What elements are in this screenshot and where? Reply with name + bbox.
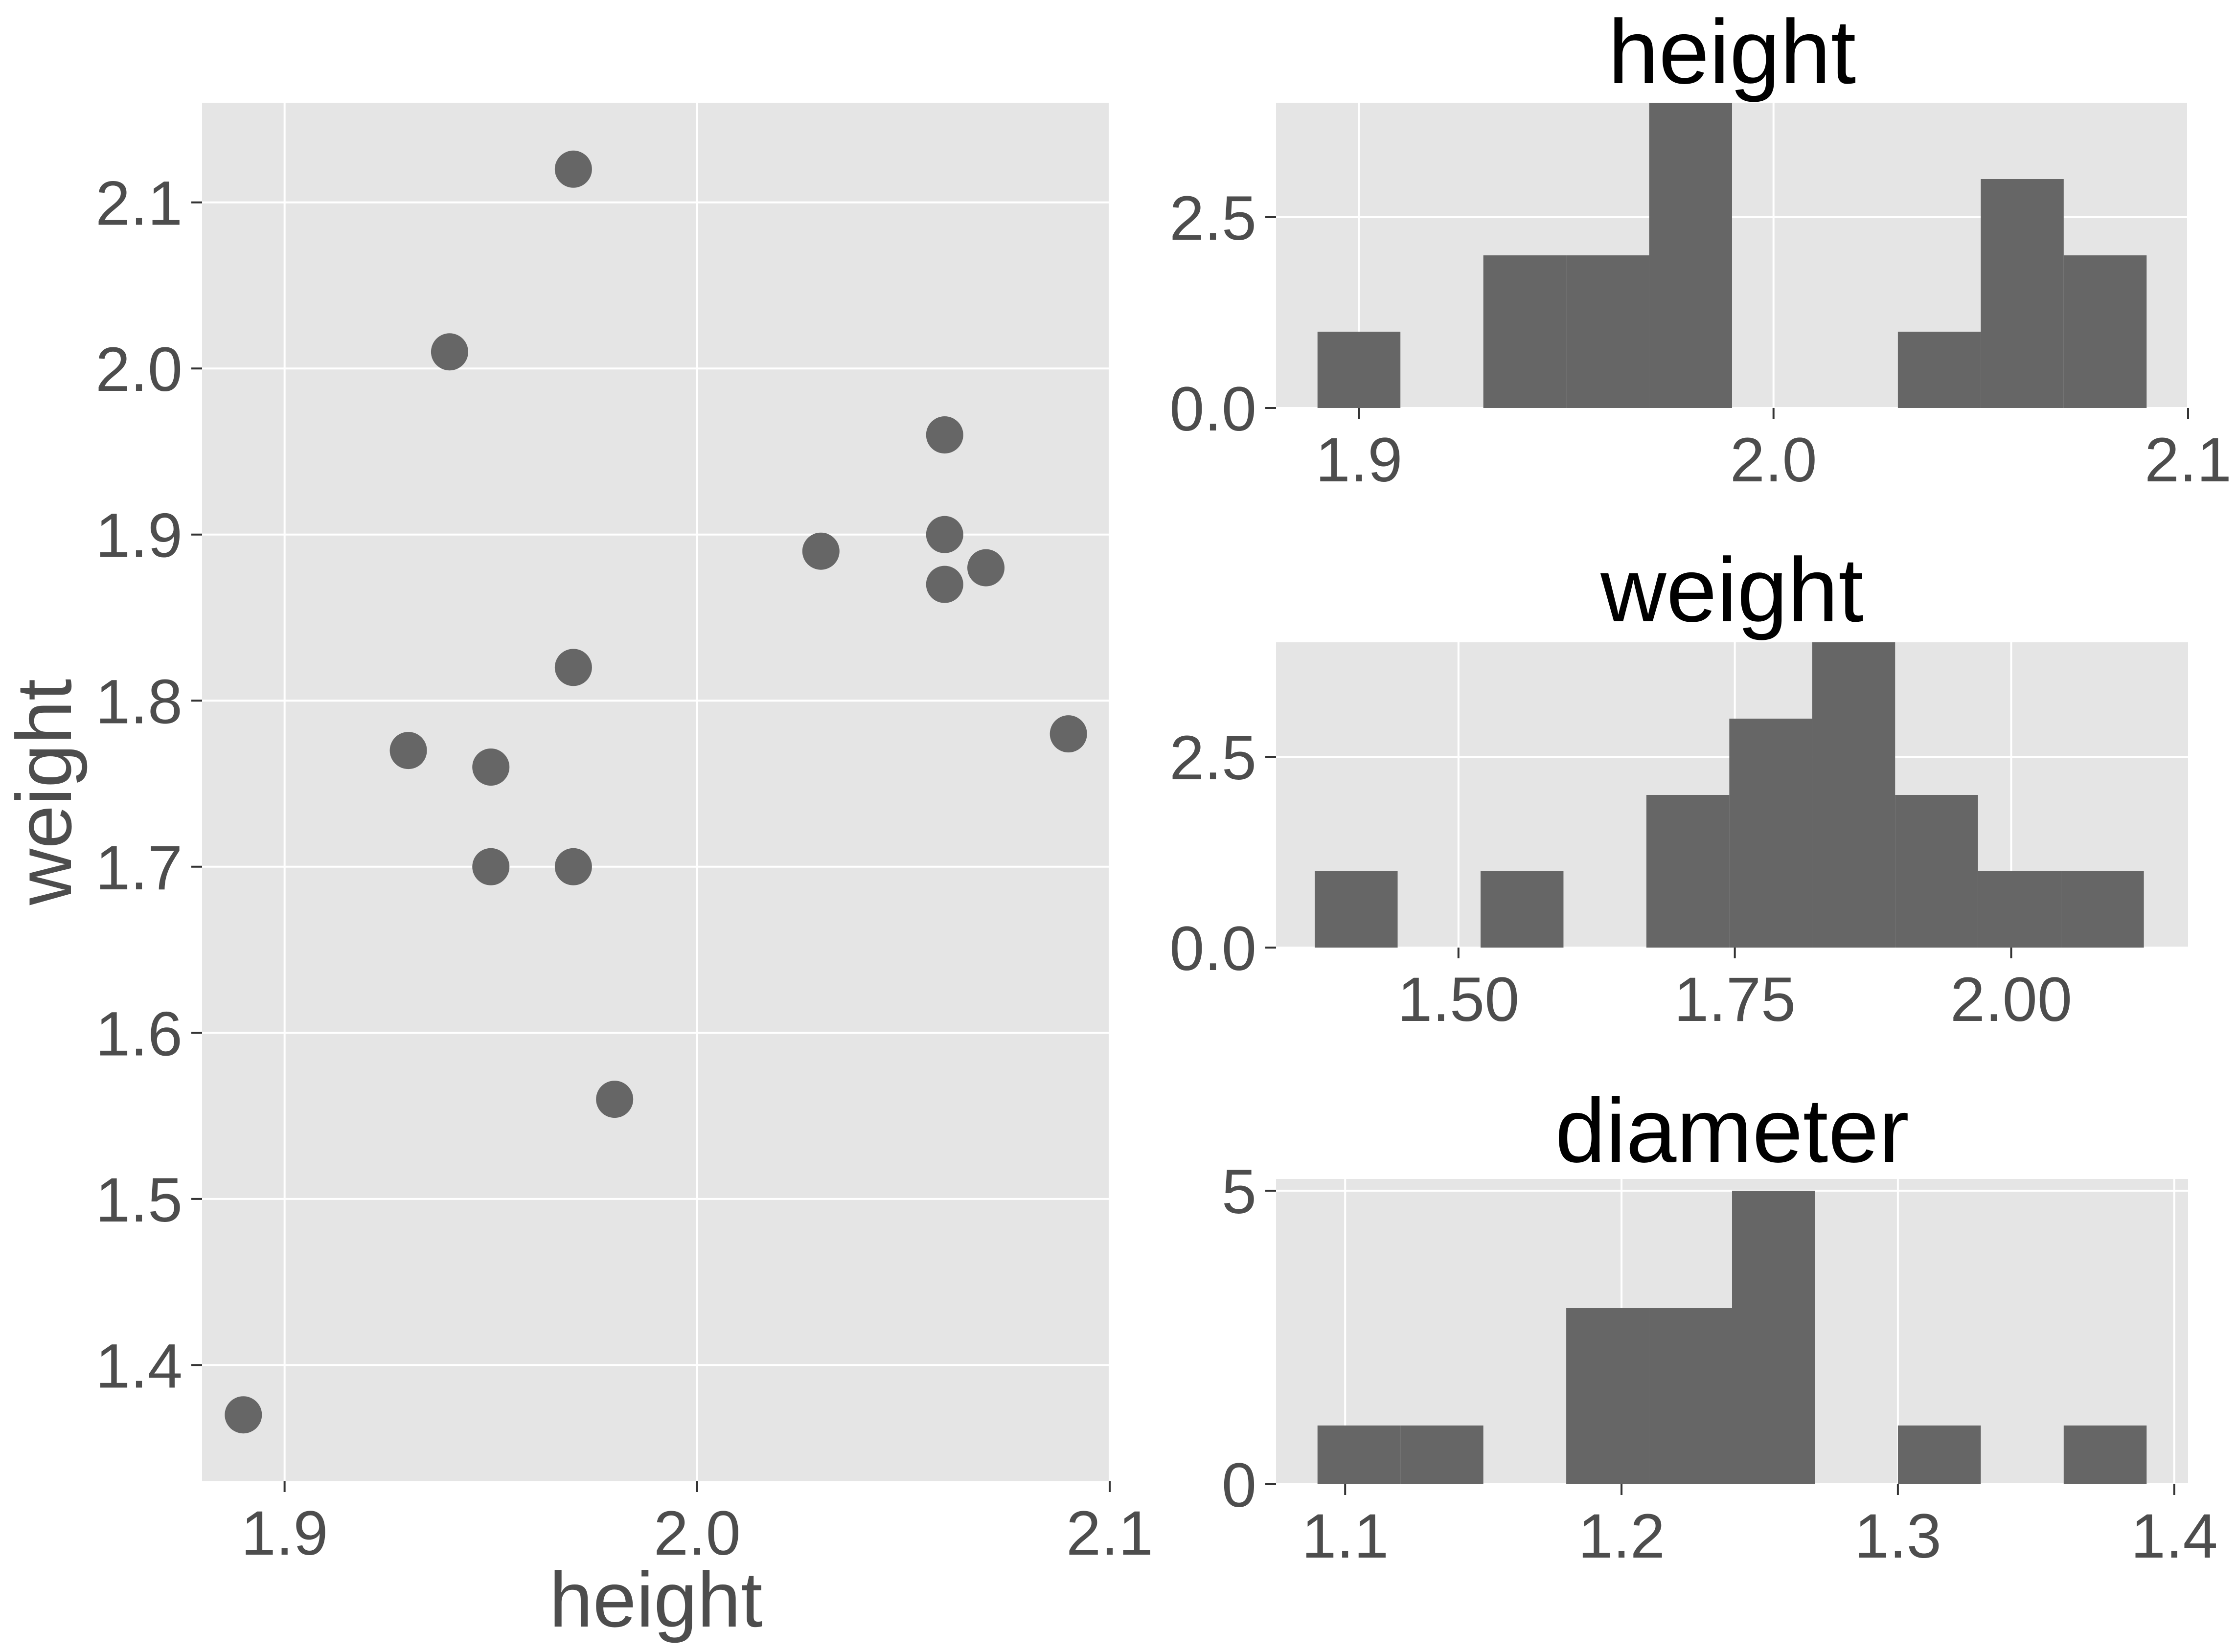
x-tick-label: 2.0	[654, 1498, 741, 1568]
histogram-bar	[1895, 795, 1978, 948]
x-tick-label: 1.50	[1397, 965, 1519, 1035]
panel-title: diameter	[1555, 1080, 1909, 1181]
histogram-bar	[1566, 255, 1649, 408]
panel-title: height	[1608, 1, 1856, 103]
scatter-point	[802, 532, 840, 570]
histogram-weight-panel: 1.50 1.75 2.00 0.0 2.5 weight	[1169, 540, 2188, 1035]
scatter-point	[472, 748, 510, 786]
scatter-point	[967, 549, 1005, 587]
histogram-bar	[1315, 871, 1398, 948]
histogram-bar	[1483, 255, 1567, 408]
scatter-point	[926, 416, 963, 454]
histogram-bar	[1649, 1308, 1732, 1484]
histogram-bar	[1981, 179, 2064, 408]
y-tick-label: 5	[1222, 1157, 1256, 1227]
scatter-point	[472, 848, 510, 885]
histogram-bar	[1732, 1191, 1815, 1484]
histogram-bar	[1897, 1426, 1981, 1484]
histogram-bar	[1897, 332, 1981, 408]
histogram-bar	[1649, 103, 1732, 408]
scatter-point	[1050, 715, 1087, 753]
histogram-bar	[1978, 871, 2061, 948]
histogram-bar	[2063, 255, 2147, 408]
panel-background	[202, 103, 1110, 1481]
y-tick-label: 1.8	[95, 667, 183, 737]
y-tick-label: 2.0	[95, 335, 183, 405]
histogram-bar	[1317, 1426, 1401, 1484]
panel-title: weight	[1600, 540, 1864, 641]
scatter-point	[926, 566, 963, 603]
x-tick-label: 1.75	[1674, 965, 1796, 1035]
x-tick-label: 2.1	[2145, 425, 2232, 495]
y-tick-label: 1.9	[95, 501, 183, 571]
y-tick-label: 2.1	[95, 169, 183, 239]
histogram-bar	[1400, 1426, 1484, 1484]
y-tick-label: 1.7	[95, 833, 183, 903]
scatter-point	[554, 848, 592, 885]
histogram-bar	[1566, 1308, 1649, 1484]
histogram-bar	[1729, 719, 1812, 948]
y-tick-label: 0.0	[1169, 914, 1256, 984]
scatter-point	[225, 1396, 262, 1434]
x-tick-label: 1.9	[1315, 425, 1402, 495]
x-tick-label: 1.9	[241, 1498, 328, 1568]
histogram-height-panel: 1.9 2.0 2.1 0.0 2.5 height	[1169, 1, 2232, 495]
histogram-bar	[1812, 642, 1895, 948]
x-tick-label: 1.3	[1854, 1501, 1941, 1571]
histogram-bar	[1480, 871, 1564, 948]
y-tick-label: 2.5	[1169, 723, 1256, 793]
histogram-bar	[1317, 332, 1401, 408]
histogram-bar	[2063, 1426, 2147, 1484]
x-tick-label: 2.0	[1730, 425, 1817, 495]
histogram-bar	[2061, 871, 2144, 948]
histogram-diameter-panel: 1.1 1.2 1.3 1.4 0 5 diameter	[1222, 1080, 2218, 1571]
y-tick-label: 1.4	[95, 1331, 183, 1401]
scatter-panel: 1.9 2.0 2.1 1.4 1.5 1.6 1.7 1.8 1.9 2.0 2.1 height w…	[0, 103, 1153, 1643]
scatter-point	[596, 1081, 634, 1118]
y-tick-label: 1.6	[95, 999, 183, 1069]
scatter-point	[926, 516, 963, 553]
x-tick-label: 1.2	[1578, 1501, 1665, 1571]
y-tick-label: 1.5	[95, 1165, 183, 1235]
x-tick-label: 1.4	[2131, 1501, 2218, 1571]
scatter-point	[554, 150, 592, 188]
x-tick-label: 2.1	[1066, 1498, 1153, 1568]
x-axis-title: height	[549, 1556, 763, 1643]
scatter-point	[554, 649, 592, 686]
histogram-bar	[1646, 795, 1730, 948]
x-tick-label: 2.00	[1950, 965, 2072, 1035]
y-axis-title: weight	[0, 679, 88, 906]
scatter-point	[431, 333, 468, 371]
y-tick-label: 2.5	[1169, 183, 1256, 253]
x-tick-label: 1.1	[1301, 1501, 1389, 1571]
scatter-point	[389, 732, 427, 769]
y-tick-label: 0	[1222, 1450, 1256, 1520]
y-tick-label: 0.0	[1169, 374, 1256, 444]
